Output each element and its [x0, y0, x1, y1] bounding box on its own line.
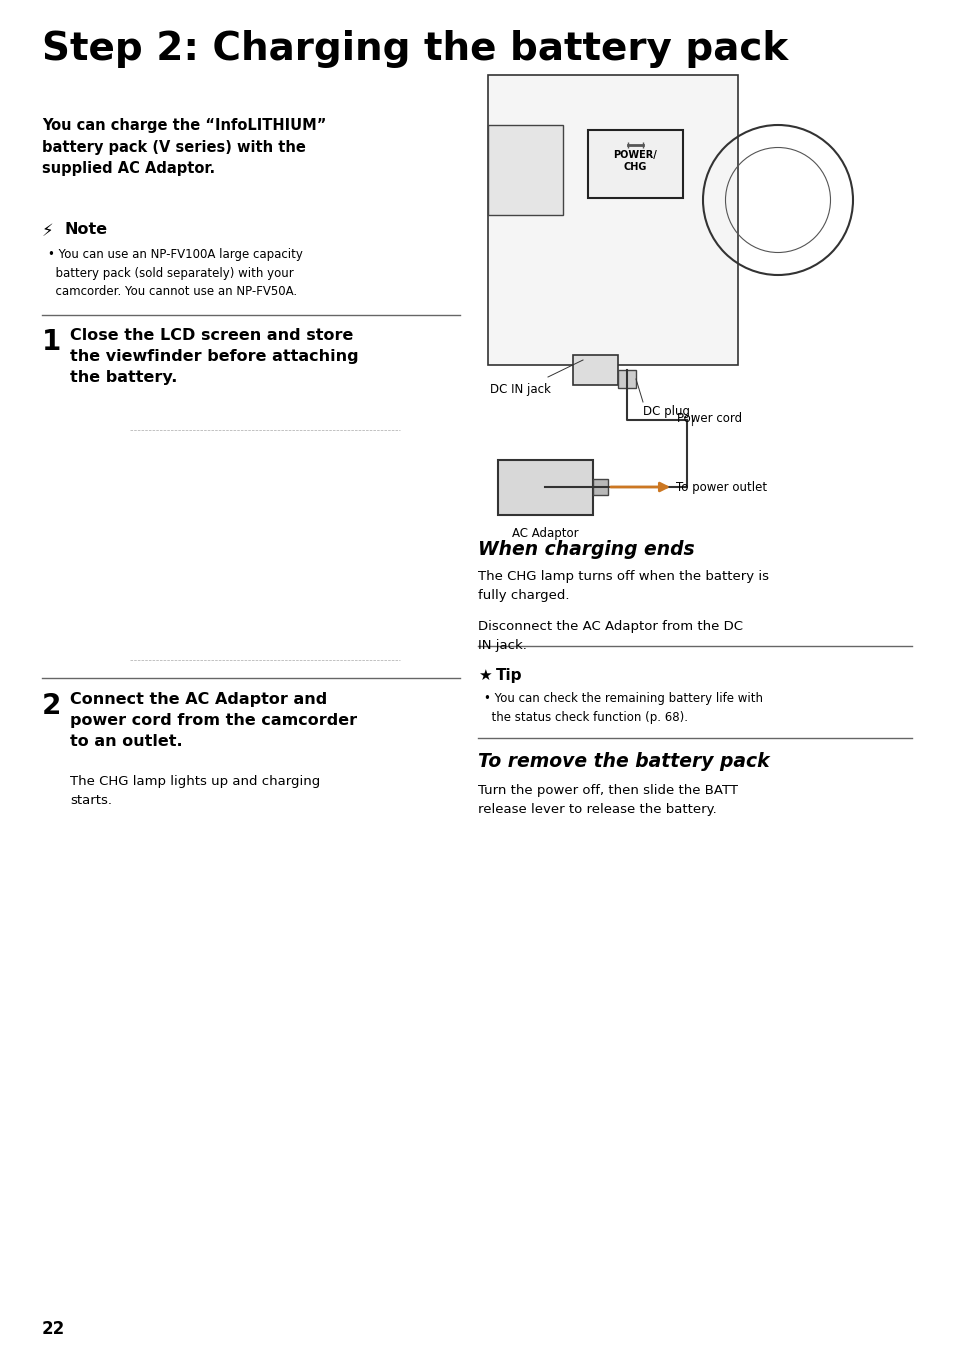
Text: ⚡: ⚡ — [42, 223, 53, 240]
Bar — [488, 125, 562, 214]
Text: Connect the AC Adaptor and
power cord from the camcorder
to an outlet.: Connect the AC Adaptor and power cord fr… — [70, 692, 356, 749]
Text: • You can check the remaining battery life with
  the status check function (p. : • You can check the remaining battery li… — [483, 692, 762, 723]
Text: Close the LCD screen and store
the viewfinder before attaching
the battery.: Close the LCD screen and store the viewf… — [70, 328, 358, 385]
Text: • You can use an NP-FV100A large capacity
  battery pack (sold separately) with : • You can use an NP-FV100A large capacit… — [48, 248, 302, 299]
Bar — [618, 370, 636, 388]
Text: 22: 22 — [42, 1320, 65, 1338]
Text: Step 2: Charging the battery pack: Step 2: Charging the battery pack — [42, 30, 787, 68]
Bar — [593, 479, 607, 495]
Text: When charging ends: When charging ends — [477, 540, 694, 559]
Bar — [497, 460, 593, 516]
Text: The CHG lamp lights up and charging
starts.: The CHG lamp lights up and charging star… — [70, 775, 320, 806]
Text: Disconnect the AC Adaptor from the DC
IN jack.: Disconnect the AC Adaptor from the DC IN… — [477, 620, 742, 651]
Text: Note: Note — [64, 223, 107, 237]
Text: To remove the battery pack: To remove the battery pack — [477, 752, 769, 771]
Text: You can charge the “InfoLITHIUM”
battery pack (V series) with the
supplied AC Ad: You can charge the “InfoLITHIUM” battery… — [42, 118, 326, 176]
Text: POWER/
CHG: POWER/ CHG — [613, 151, 657, 172]
Text: DC plug: DC plug — [642, 404, 689, 418]
Text: 1: 1 — [42, 328, 61, 356]
Text: 2: 2 — [42, 692, 61, 721]
Text: Tip: Tip — [496, 668, 522, 683]
Bar — [573, 356, 618, 385]
Text: ★: ★ — [477, 668, 491, 683]
Bar — [587, 130, 682, 198]
Text: The CHG lamp turns off when the battery is
fully charged.: The CHG lamp turns off when the battery … — [477, 570, 768, 601]
Text: Power cord: Power cord — [677, 413, 741, 425]
Text: DC IN jack: DC IN jack — [490, 383, 550, 396]
Text: To power outlet: To power outlet — [676, 480, 766, 494]
Text: AC Adaptor: AC Adaptor — [511, 527, 578, 540]
Bar — [488, 75, 738, 365]
Text: Turn the power off, then slide the BATT
release lever to release the battery.: Turn the power off, then slide the BATT … — [477, 784, 738, 816]
